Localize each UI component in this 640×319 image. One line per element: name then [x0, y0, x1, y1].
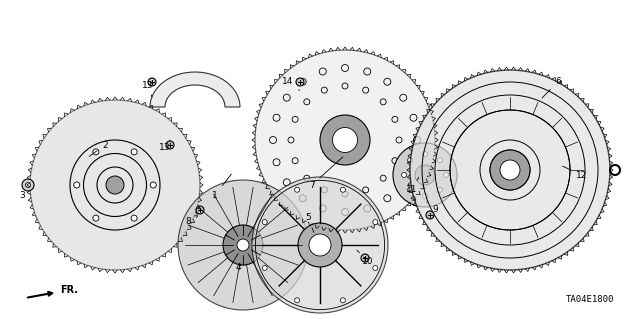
Circle shape: [333, 128, 358, 152]
Text: 9: 9: [427, 202, 438, 214]
Text: FR.: FR.: [28, 285, 78, 298]
Text: 13: 13: [159, 140, 171, 152]
Circle shape: [408, 158, 413, 163]
Circle shape: [422, 194, 428, 198]
Circle shape: [361, 254, 369, 262]
Circle shape: [262, 265, 268, 271]
Circle shape: [296, 78, 304, 86]
Polygon shape: [150, 72, 240, 107]
Text: 4: 4: [235, 263, 241, 272]
Circle shape: [408, 187, 413, 192]
Circle shape: [372, 265, 378, 271]
Circle shape: [401, 173, 406, 177]
Circle shape: [255, 50, 435, 230]
Text: 10: 10: [357, 250, 374, 266]
Text: 6: 6: [542, 78, 561, 98]
Text: 7: 7: [309, 157, 343, 189]
Circle shape: [223, 225, 263, 265]
Circle shape: [22, 179, 34, 191]
Circle shape: [415, 165, 435, 185]
Circle shape: [131, 149, 137, 155]
Circle shape: [444, 173, 449, 177]
Circle shape: [410, 70, 610, 270]
Circle shape: [294, 187, 300, 192]
Circle shape: [262, 219, 268, 225]
Text: 1: 1: [212, 174, 231, 199]
Text: 13: 13: [142, 80, 154, 97]
Circle shape: [131, 215, 137, 221]
Circle shape: [93, 215, 99, 221]
Circle shape: [26, 182, 31, 187]
Text: 14: 14: [282, 78, 300, 90]
Circle shape: [340, 298, 346, 303]
Circle shape: [166, 141, 174, 149]
Circle shape: [426, 211, 434, 219]
Circle shape: [150, 182, 156, 188]
Circle shape: [500, 160, 520, 180]
Text: 2: 2: [89, 140, 108, 156]
Text: TA04E1800: TA04E1800: [566, 295, 614, 305]
Circle shape: [393, 143, 457, 207]
Text: 12: 12: [563, 166, 588, 180]
Circle shape: [294, 298, 300, 303]
Circle shape: [106, 176, 124, 194]
Text: 3: 3: [19, 185, 28, 199]
Circle shape: [93, 149, 99, 155]
Circle shape: [320, 115, 370, 165]
Text: 11: 11: [406, 177, 419, 195]
Circle shape: [30, 100, 200, 270]
Circle shape: [437, 187, 442, 192]
Circle shape: [437, 158, 442, 163]
Circle shape: [340, 187, 346, 192]
Circle shape: [178, 180, 308, 310]
Circle shape: [74, 182, 80, 188]
Circle shape: [252, 177, 388, 313]
Circle shape: [490, 150, 530, 190]
Circle shape: [298, 223, 342, 267]
Circle shape: [309, 234, 331, 256]
Text: 8: 8: [185, 216, 198, 226]
Text: 5: 5: [305, 213, 314, 233]
Circle shape: [372, 219, 378, 225]
Circle shape: [237, 239, 249, 251]
Circle shape: [196, 206, 204, 214]
Circle shape: [422, 152, 428, 157]
Circle shape: [148, 78, 156, 86]
